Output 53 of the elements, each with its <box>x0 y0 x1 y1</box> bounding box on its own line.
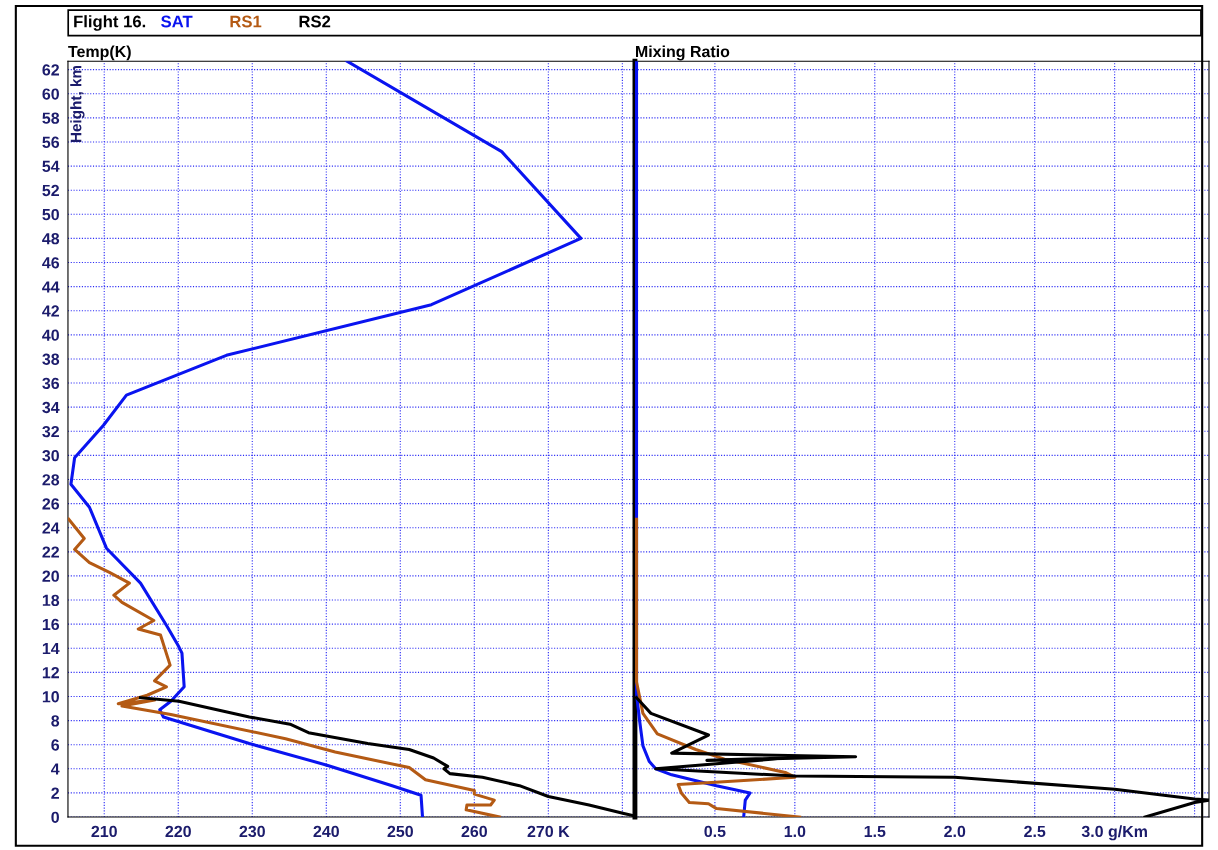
y-tick-label: 14 <box>42 643 60 655</box>
y-tick-label: 38 <box>42 353 60 365</box>
x-tick-label: 270 K <box>527 825 570 838</box>
y-tick-label: 60 <box>42 88 59 100</box>
y-tick-label: 56 <box>42 136 60 148</box>
y-tick-label: 58 <box>42 112 60 124</box>
y-tick-label: 62 <box>42 64 59 76</box>
y-tick-label: 46 <box>42 257 60 269</box>
x-tick-label: 240 <box>313 825 339 838</box>
x-tick-label: 210 <box>91 825 117 838</box>
x-tick-label: 1.5 <box>864 825 886 838</box>
chart-title: Mixing Ratio <box>636 45 730 61</box>
y-tick-label: 36 <box>42 377 60 390</box>
y-tick-label: 4 <box>50 763 60 775</box>
y-tick-label: 12 <box>42 667 59 679</box>
y-tick-label: 48 <box>42 233 60 245</box>
y-tick-label: 20 <box>42 570 59 582</box>
y-tick-label: 26 <box>42 498 60 510</box>
y-tick-label: 10 <box>42 691 59 703</box>
y-tick-label: 40 <box>42 329 59 341</box>
x-tick-label: 1.0 <box>784 825 806 838</box>
x-tick-label: 2.0 <box>944 825 966 838</box>
chart-title: Temp(K) <box>68 45 131 61</box>
y-tick-label: 54 <box>42 160 60 173</box>
y-tick-label: 2 <box>51 787 59 799</box>
y-tick-label: 50 <box>42 208 59 221</box>
y-tick-label: 32 <box>42 425 59 438</box>
text: Flight 16. <box>74 15 146 31</box>
y-tick-label: 24 <box>42 522 60 534</box>
y-tick-label: 44 <box>42 281 60 293</box>
y-tick-label: 8 <box>51 715 60 727</box>
y-tick-label: 28 <box>42 474 60 486</box>
y-tick-label: 18 <box>42 594 60 606</box>
y-tick-label: 16 <box>42 618 60 631</box>
y-tick-label: 34 <box>42 401 60 414</box>
x-tick-label: 0.5 <box>704 825 726 838</box>
text: RS2 <box>299 15 331 28</box>
y-tick-label: 30 <box>42 450 59 462</box>
x-tick-label: 230 <box>239 825 265 838</box>
text: SAT <box>161 15 193 28</box>
x-tick-label: 3.0 g/Km <box>1081 825 1147 841</box>
y-tick-label: 42 <box>42 305 59 317</box>
x-tick-label: 260 <box>461 825 487 838</box>
line-series <box>67 517 502 818</box>
y-tick-label: 0 <box>51 811 59 823</box>
y-tick-label: 6 <box>51 739 60 751</box>
x-tick-label: 2.5 <box>1024 825 1046 838</box>
text: RS1 <box>230 15 262 28</box>
y-axis-title: Height, km <box>70 65 85 143</box>
x-tick-label: 250 <box>387 825 413 838</box>
y-tick-label: 52 <box>42 184 59 197</box>
x-tick-label: 220 <box>165 825 191 838</box>
y-tick-label: 22 <box>42 546 59 558</box>
